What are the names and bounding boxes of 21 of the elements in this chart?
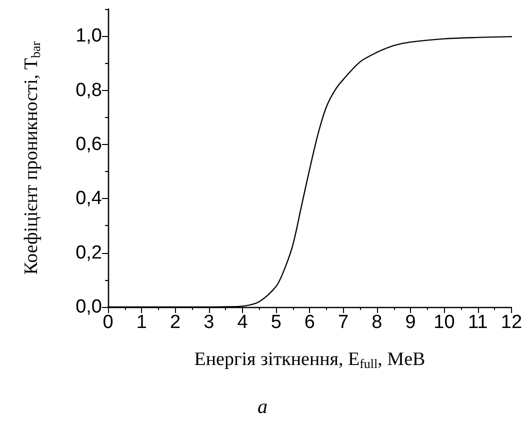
- x-tick-label: 6: [304, 312, 316, 333]
- x-tick-label: 10: [434, 312, 455, 333]
- x-tick-label: 9: [405, 312, 416, 333]
- x-tick-label: 0: [102, 312, 114, 333]
- y-tick-label: 0,2: [76, 242, 102, 264]
- x-tick-label: 5: [270, 312, 282, 333]
- x-tick-label: 4: [237, 312, 248, 333]
- y-axis-title: Коефіцієнт проникності, Tbar: [21, 40, 43, 275]
- y-tick-label: 1,0: [76, 26, 102, 47]
- y-tick-label: 0,4: [76, 188, 102, 210]
- y-tick-label: 0,0: [76, 296, 102, 318]
- x-tick-label: 3: [204, 312, 214, 333]
- x-tick-label: 11: [468, 312, 488, 333]
- text: a: [258, 396, 268, 418]
- y-tick-label: 0,6: [76, 134, 102, 155]
- x-tick-label: 8: [372, 312, 382, 333]
- x-tick-label: 12: [500, 312, 522, 333]
- x-tick-label: 2: [170, 312, 181, 333]
- x-tick-label: 1: [136, 312, 147, 333]
- y-tick-label: 0,8: [76, 80, 102, 101]
- x-tick-label: 7: [338, 312, 349, 333]
